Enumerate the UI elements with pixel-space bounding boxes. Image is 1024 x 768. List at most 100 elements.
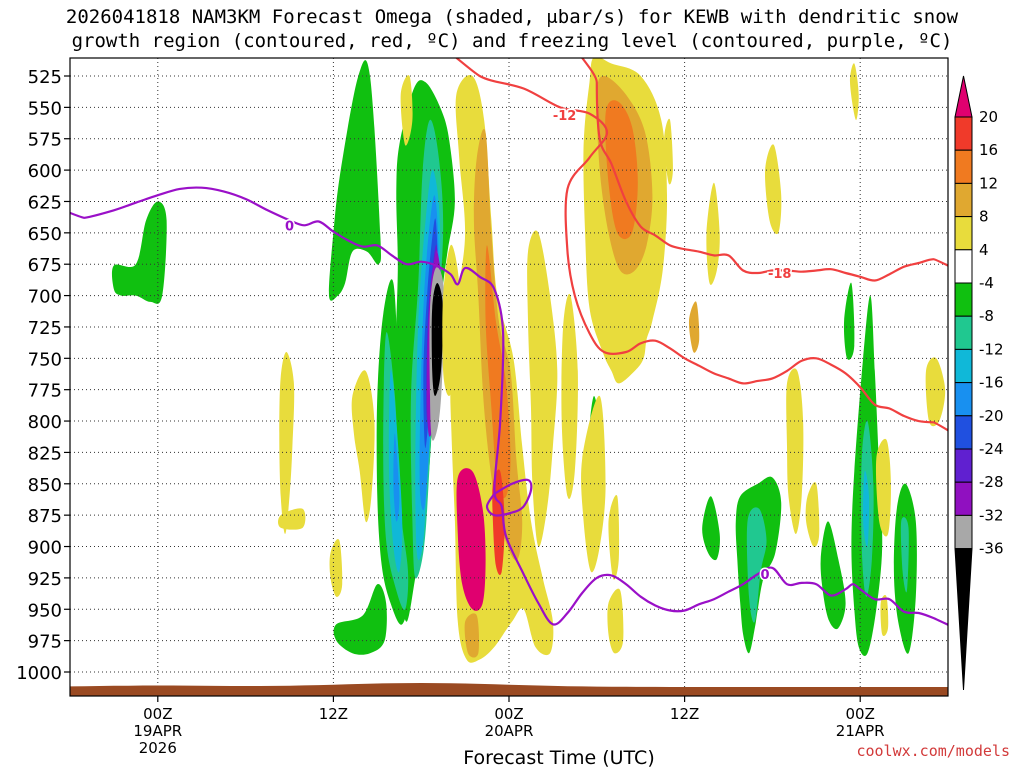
- omega-region: [849, 63, 859, 121]
- y-tick-label: 650: [28, 224, 62, 245]
- omega-region: [746, 507, 767, 623]
- omega-region: [328, 60, 381, 301]
- omega-region: [925, 357, 946, 427]
- y-axis: 525 550 575 600 625 650 675 700 725 750 775 800 825 8…: [16, 67, 70, 684]
- omega-region: [351, 370, 375, 523]
- omega-region: [607, 588, 624, 654]
- omega-region: [279, 351, 295, 534]
- colorbar-segment: [954, 249, 973, 284]
- colorbar-top-arrow: [954, 75, 973, 118]
- omega-region: [880, 595, 889, 637]
- colorbar-segment: [954, 216, 973, 251]
- x-tick-label: 00Z: [494, 705, 523, 723]
- colorbar-bottom-arrow: [954, 548, 973, 691]
- omega-region: [485, 245, 511, 499]
- colorbar-segment: [954, 415, 973, 450]
- contour-label: -12: [553, 109, 577, 124]
- x-tick-label: 00Z: [143, 705, 172, 723]
- contour-dgz-minus18: [580, 58, 948, 282]
- x-tick-date-label: 21APR: [836, 722, 885, 740]
- omega-region: [527, 230, 558, 547]
- y-tick-label: 600: [28, 161, 62, 182]
- y-tick-label: 925: [28, 569, 62, 590]
- colorbar-label: -16: [979, 374, 1004, 392]
- colorbar-label: 4: [979, 241, 989, 259]
- y-tick-label: 950: [28, 600, 62, 621]
- omega-region: [608, 495, 620, 580]
- y-tick-label: 825: [28, 443, 62, 464]
- omega-region: [456, 468, 486, 611]
- contour-label: 0: [761, 568, 770, 583]
- omega-region: [431, 283, 444, 396]
- omega-region: [561, 293, 578, 499]
- contour-freezing-level: [70, 186, 948, 627]
- colorbar-segment: [954, 315, 973, 350]
- contour-label: 0: [285, 219, 294, 234]
- x-tick-date-label: 20APR: [485, 722, 534, 740]
- y-tick-label: 775: [28, 381, 62, 402]
- x-axis-label: Forecast Time (UTC): [463, 747, 654, 768]
- colorbar-segment: [954, 448, 973, 483]
- colorbar-label: 20: [979, 108, 998, 126]
- colorbar-label: -28: [979, 473, 1004, 491]
- y-tick-label: 750: [28, 349, 62, 370]
- colorbar-segment: [954, 348, 973, 384]
- colorbar-label: 8: [979, 208, 989, 226]
- colorbar-segment: [954, 382, 973, 417]
- omega-region: [400, 75, 413, 146]
- contour-label: -18: [768, 267, 792, 282]
- chart-title-line-2: growth region (contoured, red, ºC) and f…: [71, 30, 953, 52]
- y-tick-label: 975: [28, 632, 62, 653]
- omega-region: [764, 144, 782, 235]
- omega-region: [581, 395, 606, 573]
- chart-title-line-1: 2026041818 NAM3KM Forecast Omega (shaded…: [65, 6, 959, 28]
- contour-lines: [70, 58, 948, 627]
- colorbar-label: -24: [979, 440, 1004, 458]
- omega-region: [664, 118, 673, 185]
- omega-region: [278, 508, 306, 530]
- contour-dgz-minus12: [454, 58, 948, 432]
- y-tick-label: 575: [28, 130, 62, 151]
- y-tick-label: 675: [28, 255, 62, 276]
- colorbar-label: 12: [979, 174, 998, 192]
- colorbar-segment: [954, 182, 973, 218]
- x-tick-label: 12Z: [670, 705, 699, 723]
- colorbar-label: -4: [979, 274, 994, 292]
- omega-region: [464, 613, 480, 658]
- colorbar-segment: [954, 116, 973, 151]
- colorbar-segment: [954, 282, 973, 317]
- omega-region: [862, 470, 870, 548]
- colorbar-label: -12: [979, 340, 1004, 358]
- omega-region: [706, 182, 720, 285]
- terrain-fill: [70, 683, 948, 696]
- omega-region: [333, 583, 387, 655]
- omega-region: [820, 521, 846, 630]
- y-tick-label: 900: [28, 538, 62, 559]
- y-tick-label: 850: [28, 475, 62, 496]
- y-tick-label: 625: [28, 192, 62, 213]
- y-tick-label: 1000: [16, 663, 62, 684]
- colorbar-label: 16: [979, 141, 998, 159]
- omega-region: [702, 496, 720, 561]
- contour-freezing-level-loop: [485, 478, 533, 517]
- x-tick-date-label: 19APR: [133, 722, 182, 740]
- omega-region: [786, 368, 804, 534]
- y-tick-label: 550: [28, 98, 62, 119]
- x-tick-year-label: 2026: [139, 739, 177, 757]
- y-tick-label: 725: [28, 318, 62, 339]
- colorbar: 20 16 12 8 4 -4 -8 -12 -16 -20 -24 -28 -32 -36: [954, 75, 1004, 691]
- y-tick-label: 875: [28, 506, 62, 527]
- colorbar-segment: [954, 481, 973, 516]
- omega-region: [900, 517, 909, 593]
- colorbar-label: -36: [979, 540, 1004, 558]
- omega-region: [329, 538, 343, 597]
- colorbar-label: -32: [979, 506, 1004, 524]
- y-tick-label: 525: [28, 67, 62, 88]
- omega-region: [393, 433, 400, 522]
- x-tick-label: 12Z: [319, 705, 348, 723]
- omega-region: [875, 438, 891, 537]
- x-tick-label: 00Z: [846, 705, 875, 723]
- colorbar-segment: [954, 514, 973, 550]
